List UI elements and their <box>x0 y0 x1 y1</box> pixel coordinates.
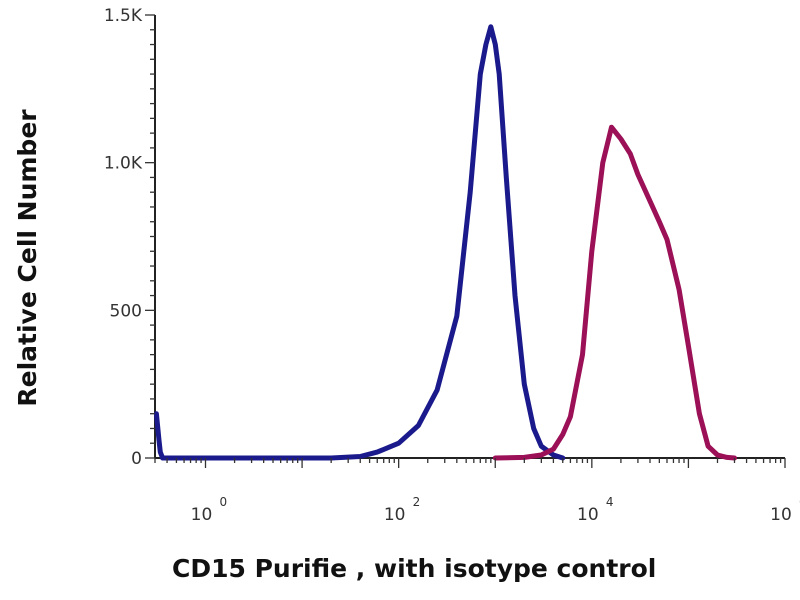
x-tick-label: 10 <box>577 505 599 525</box>
y-axis: 0 500 1.0K 1.5K <box>104 6 155 469</box>
x-tick-label: 10 <box>770 505 792 525</box>
histogram-series-1 <box>153 24 566 461</box>
x-tick-exponent: 4 <box>606 495 614 509</box>
x-axis: 100102104106 <box>154 458 800 525</box>
y-axis-title: Relative Cell Number <box>13 109 42 407</box>
y-tick-label: 0 <box>131 449 142 469</box>
x-tick-label: 10 <box>191 505 213 525</box>
histogram-series-2 <box>492 124 737 461</box>
x-axis-title: CD15 Purifie , with isotype control <box>172 554 656 583</box>
series-layer <box>153 24 737 461</box>
x-tick-exponent: 0 <box>220 495 228 509</box>
y-tick-label: 500 <box>110 301 142 321</box>
x-tick-label: 10 <box>384 505 406 525</box>
x-tick-exponent: 2 <box>413 495 421 509</box>
y-tick-label: 1.0K <box>104 154 143 174</box>
plot-frame <box>154 15 785 459</box>
y-tick-label: 1.5K <box>104 6 143 26</box>
